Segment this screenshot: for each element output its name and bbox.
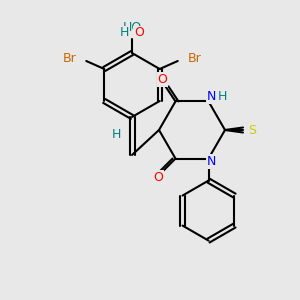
Text: O: O bbox=[154, 171, 164, 184]
Text: H: H bbox=[120, 26, 129, 40]
Text: H: H bbox=[111, 128, 121, 142]
Text: N: N bbox=[207, 90, 216, 103]
Text: O: O bbox=[134, 26, 144, 40]
Text: O: O bbox=[158, 73, 167, 86]
Text: HO: HO bbox=[122, 21, 142, 34]
Text: H: H bbox=[218, 90, 227, 103]
Text: Br: Br bbox=[62, 52, 76, 65]
Text: S: S bbox=[248, 124, 256, 136]
Text: Br: Br bbox=[188, 52, 202, 65]
Text: N: N bbox=[207, 155, 216, 168]
